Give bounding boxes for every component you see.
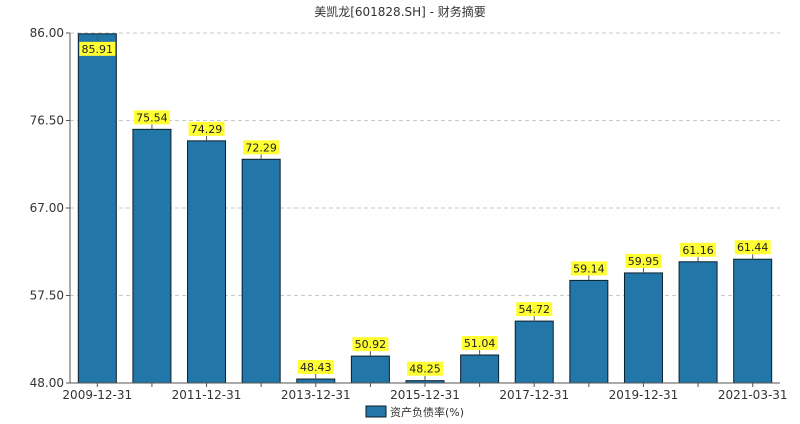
data-label: 61.16 [682,244,714,257]
data-label-box [407,361,443,376]
data-label: 61.44 [737,241,769,254]
chart-title: 美凯龙[601828.SH] - 财务摘要 [314,4,486,19]
bar [623,272,663,384]
legend-swatch [365,405,387,418]
bar [132,128,172,384]
data-label-box [79,41,116,56]
data-label: 48.25 [409,363,441,376]
bar [569,279,609,384]
data-label-box [734,240,771,255]
bars [77,33,773,384]
legend-label: 资产负债率(%) [390,405,464,419]
bar [460,354,500,384]
data-label: 85.91 [82,43,114,56]
x-tick-label: 2009-12-31 [62,388,132,402]
bar [733,258,773,384]
data-label: 75.54 [136,111,168,124]
grid-lines [70,32,780,296]
data-label-box [297,360,334,375]
data-label-box [516,302,553,317]
data-label: 54.72 [518,303,550,316]
x-tick-label: 2011-12-31 [172,388,242,402]
y-tick-label: 86.00 [30,26,64,40]
bar [77,33,117,384]
bar [678,261,718,384]
bar [350,355,390,384]
data-label-box [680,242,717,257]
data-label-box [352,337,389,352]
x-tick-label: 2019-12-31 [609,388,679,402]
data-label: 51.04 [464,337,496,350]
data-labels: 85.91 75.54 74.29 72.29 48.43 50.92 48.25 51.04… [79,33,771,381]
y-tick-label: 57.50 [30,289,64,303]
data-label-box [243,140,280,155]
y-tick-label: 67.00 [30,201,64,215]
bar [514,320,554,384]
y-tick-label: 48.00 [30,376,64,390]
data-label-box [570,261,607,276]
data-label: 48.43 [300,361,332,374]
bar [187,140,227,384]
data-label-box [625,253,662,268]
data-label: 59.95 [628,255,660,268]
bar [296,378,336,384]
data-label-box [461,336,498,350]
data-label: 72.29 [245,141,277,154]
data-label: 74.29 [191,123,223,136]
data-label: 50.92 [355,338,387,351]
legend: 资产负债率(%) [365,405,464,419]
data-label-box [188,121,225,136]
x-tick-label: 2013-12-31 [281,388,351,402]
data-label: 59.14 [573,262,605,275]
y-tick-label: 76.50 [30,114,64,128]
bar [241,158,281,384]
x-tick-label: 2015-12-31 [390,388,460,402]
data-label-box [133,110,170,125]
x-tick-label: 2021-03-31 [718,388,788,402]
axes: 48.00 57.50 67.00 76.50 86.00 2009-12-31 2011-… [30,26,788,402]
x-tick-label: 2017-12-31 [499,388,569,402]
